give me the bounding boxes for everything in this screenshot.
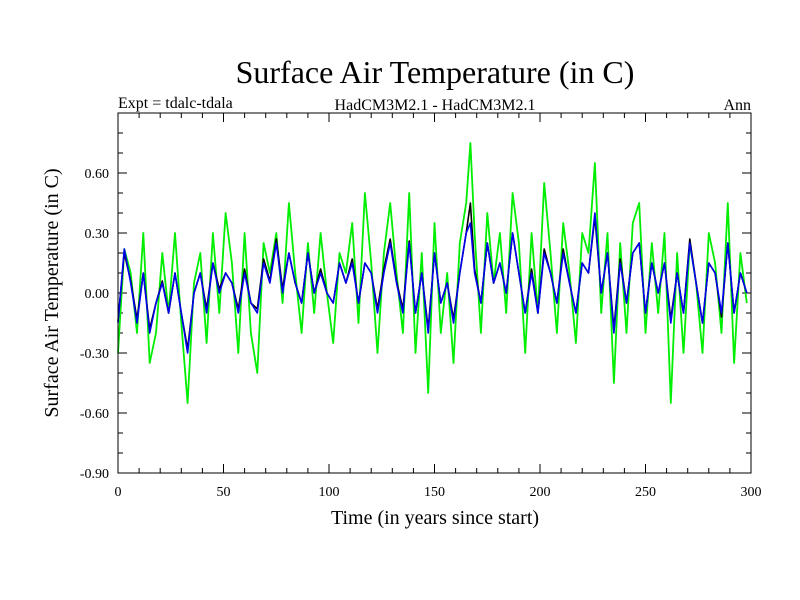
series-line-annual — [117, 142, 748, 404]
x-tick-label: 100 — [319, 485, 340, 500]
x-tick-label: 0 — [115, 485, 122, 500]
series-line-smoothed — [117, 212, 748, 354]
y-tick-label: -0.30 — [80, 347, 109, 362]
series-group — [117, 142, 748, 404]
x-tick-label: 50 — [217, 485, 231, 500]
experiment-label: Expt = tdalc-tdala — [118, 95, 233, 112]
y-tick-label: 0.30 — [85, 227, 110, 242]
y-tick-label: -0.90 — [80, 467, 109, 482]
y-tick-label: 0.00 — [85, 287, 110, 302]
x-axis-label: Time (in years since start) — [331, 507, 539, 529]
x-tick-label: 200 — [530, 485, 551, 500]
x-tick-label: 300 — [741, 485, 762, 500]
tick-labels: 0 50 100 150 200 250 300 -0.90 -0.60 -0.30 0.00 0.3… — [80, 167, 762, 500]
model-label: HadCM3M2.1 - HadCM3M2.1 — [335, 97, 536, 114]
y-tick-label: -0.60 — [80, 407, 109, 422]
y-axis-label: Surface Air Temperature (in C) — [41, 168, 63, 417]
period-label: Ann — [723, 97, 751, 114]
x-tick-label: 150 — [424, 485, 445, 500]
x-tick-label: 250 — [635, 485, 656, 500]
y-tick-label: 0.60 — [85, 167, 110, 182]
chart-title: Surface Air Temperature (in C) — [236, 54, 635, 90]
plot-frame — [117, 112, 752, 474]
